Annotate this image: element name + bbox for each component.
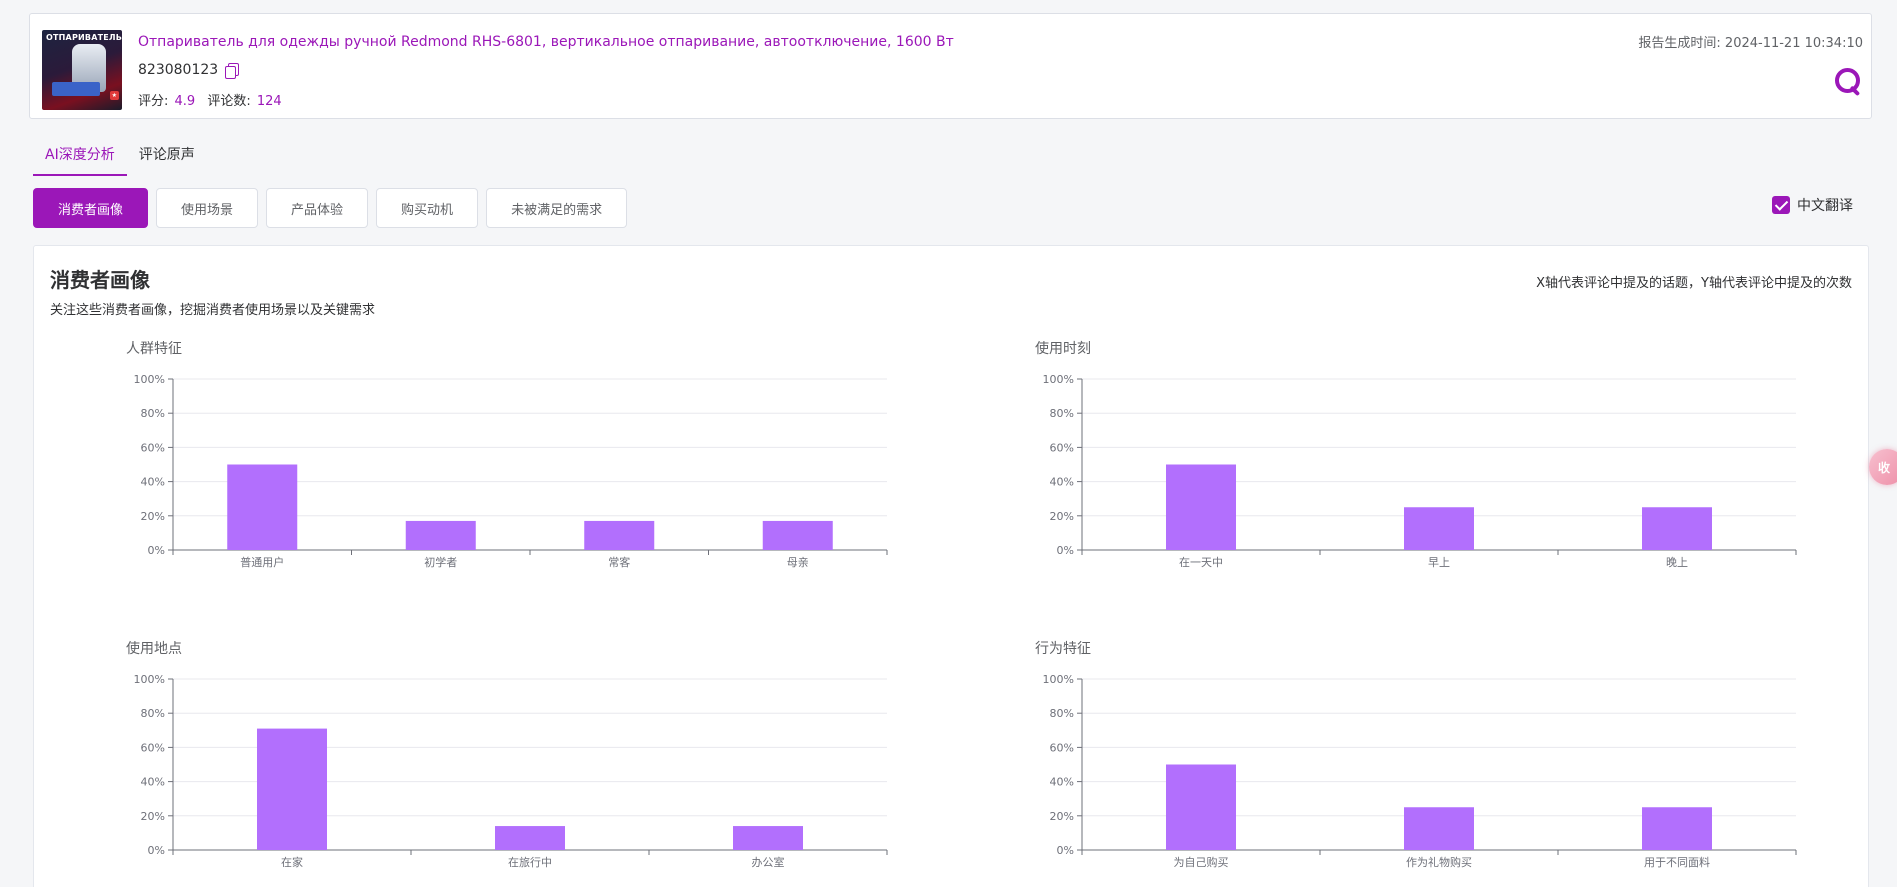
panel-subtitle: 关注这些消费者画像，挖掘消费者使用场景以及关键需求 (50, 303, 376, 318)
product-image[interactable]: ОТПАРИВАТЕЛЬ ★ (42, 30, 122, 110)
x-tick-label: 晚上 (1666, 556, 1688, 569)
chart-usage-time: 使用时刻 0% 20% 40% 60% 80% 100% 在一天中 早上 晚上 (959, 338, 1859, 628)
x-tick-label: 在家 (281, 855, 303, 869)
side-collapse-tab[interactable]: 收 (1869, 449, 1897, 485)
y-tick-label: 60% (141, 741, 165, 754)
chart-svg: 0% 20% 40% 60% 80% 100% 在家 在旅行中 办公室 (134, 673, 888, 869)
y-tick-label: 40% (141, 776, 165, 789)
report-time: 报告生成时间: 2024-11-21 10:34:10 (1638, 32, 1863, 51)
reviews-count: 124 (256, 94, 282, 109)
y-tick-label: 20% (141, 510, 165, 523)
y-tick-label: 0% (148, 844, 165, 857)
segment-consumer-profile[interactable]: 消费者画像 (33, 188, 149, 228)
y-tick-label: 80% (141, 707, 165, 720)
report-time-value: 2024-11-21 10:34:10 (1724, 36, 1863, 51)
rating-value: 4.9 (174, 94, 196, 109)
x-tick-label: 在一天中 (1179, 556, 1223, 569)
segment-purchase-motivation[interactable]: 购买动机 (376, 188, 479, 228)
y-tick-label: 60% (1050, 741, 1074, 754)
chart-crowd-features: 人群特征 0% 20% 40% 60% 80% 100% 普通用户 初学者 常客 母亲 (50, 338, 950, 628)
x-tick-label: 常客 (608, 555, 630, 569)
bar (762, 520, 833, 550)
product-card: ОТПАРИВАТЕЛЬ ★ Отпариватель для одежды р… (29, 13, 1872, 119)
x-tick-label: 在旅行中 (508, 855, 552, 869)
y-tick-label: 60% (1050, 441, 1074, 454)
y-tick-label: 80% (141, 407, 165, 420)
translate-toggle[interactable]: 中文翻译 (1772, 195, 1853, 215)
x-tick-label: 作为礼物购买 (1406, 855, 1472, 869)
panel-title: 消费者画像 (50, 268, 150, 292)
chart-usage-location: 使用地点 0% 20% 40% 60% 80% 100% 在家 在旅行中 办公室 (50, 638, 950, 887)
rating-label: 评分: (138, 94, 169, 109)
segment-product-experience[interactable]: 产品体验 (266, 188, 369, 228)
y-tick-label: 40% (141, 476, 165, 489)
y-tick-label: 40% (1050, 776, 1074, 789)
x-tick-label: 用于不同面料 (1644, 855, 1710, 869)
chart-title: 人群特征 (126, 341, 182, 357)
chart-behavior-features: 行为特征 0% 20% 40% 60% 80% 100% 为自己购买 作为礼物购买 用于不同面料 (959, 638, 1859, 887)
x-tick-label: 母亲 (787, 555, 809, 569)
y-tick-label: 100% (1043, 673, 1074, 686)
copy-icon[interactable] (224, 62, 240, 79)
y-tick-label: 0% (1057, 544, 1074, 557)
y-tick-label: 20% (1050, 810, 1074, 823)
segment-usage-scenarios[interactable]: 使用场景 (156, 188, 259, 228)
bar (227, 464, 298, 550)
y-tick-label: 0% (1057, 844, 1074, 857)
bar (1166, 464, 1236, 550)
x-tick-label: 为自己购买 (1174, 855, 1229, 869)
bar (1166, 764, 1236, 850)
chart-title: 使用地点 (126, 641, 182, 657)
y-tick-label: 80% (1050, 407, 1074, 420)
product-id-row: 823080123 (138, 62, 240, 79)
y-tick-label: 100% (134, 373, 165, 386)
y-tick-label: 80% (1050, 707, 1074, 720)
translate-label: 中文翻译 (1797, 198, 1853, 214)
rating-row: 评分: 4.9 评论数: 124 (138, 90, 290, 109)
tab-ai-analysis[interactable]: AI深度分析 (33, 142, 127, 176)
product-title-link[interactable]: Отпариватель для одежды ручной Redmond R… (138, 34, 954, 50)
x-tick-label: 早上 (1428, 556, 1450, 569)
bar (1642, 807, 1712, 850)
chart-svg: 0% 20% 40% 60% 80% 100% 普通用户 初学者 常客 母亲 (134, 373, 888, 569)
bar (495, 826, 565, 850)
y-tick-label: 60% (141, 441, 165, 454)
bar (257, 728, 327, 850)
consumer-profile-panel: 消费者画像 关注这些消费者画像，挖掘消费者使用场景以及关键需求 X轴代表评论中提… (33, 245, 1869, 887)
reviews-label: 评论数: (207, 94, 251, 109)
bar (733, 826, 803, 850)
bar (1404, 807, 1474, 850)
tab-original-reviews[interactable]: 评论原声 (138, 147, 195, 163)
chart-svg: 0% 20% 40% 60% 80% 100% 在一天中 早上 晚上 (1043, 373, 1797, 569)
translate-checkbox[interactable] (1772, 196, 1790, 214)
y-tick-label: 100% (1043, 373, 1074, 386)
x-tick-label: 普通用户 (240, 555, 284, 569)
segment-buttons: 消费者画像 使用场景 产品体验 购买动机 未被满足的需求 (33, 188, 628, 228)
product-image-base (52, 82, 100, 96)
y-tick-label: 20% (1050, 510, 1074, 523)
segment-unmet-needs[interactable]: 未被满足的需求 (486, 188, 628, 228)
bar (1404, 507, 1474, 550)
y-tick-label: 40% (1050, 476, 1074, 489)
y-tick-label: 0% (148, 544, 165, 557)
search-icon[interactable] (1833, 66, 1863, 96)
bar (584, 520, 655, 550)
x-tick-label: 办公室 (752, 855, 785, 869)
analysis-tabs: AI深度分析 评论原声 (33, 142, 207, 176)
product-image-tag: ★ (109, 91, 119, 100)
y-tick-label: 20% (141, 810, 165, 823)
product-image-caption: ОТПАРИВАТЕЛЬ (46, 33, 122, 42)
y-tick-label: 100% (134, 673, 165, 686)
chart-title: 行为特征 (1035, 641, 1091, 657)
bar (1642, 507, 1712, 550)
report-time-label: 报告生成时间: (1638, 36, 1721, 51)
x-tick-label: 初学者 (424, 555, 457, 569)
axis-note: X轴代表评论中提及的话题，Y轴代表评论中提及的次数 (1536, 276, 1852, 291)
product-id: 823080123 (138, 62, 219, 78)
chart-title: 使用时刻 (1035, 341, 1091, 357)
chart-svg: 0% 20% 40% 60% 80% 100% 为自己购买 作为礼物购买 用于不同面料 (1043, 673, 1797, 869)
bar (405, 520, 476, 550)
